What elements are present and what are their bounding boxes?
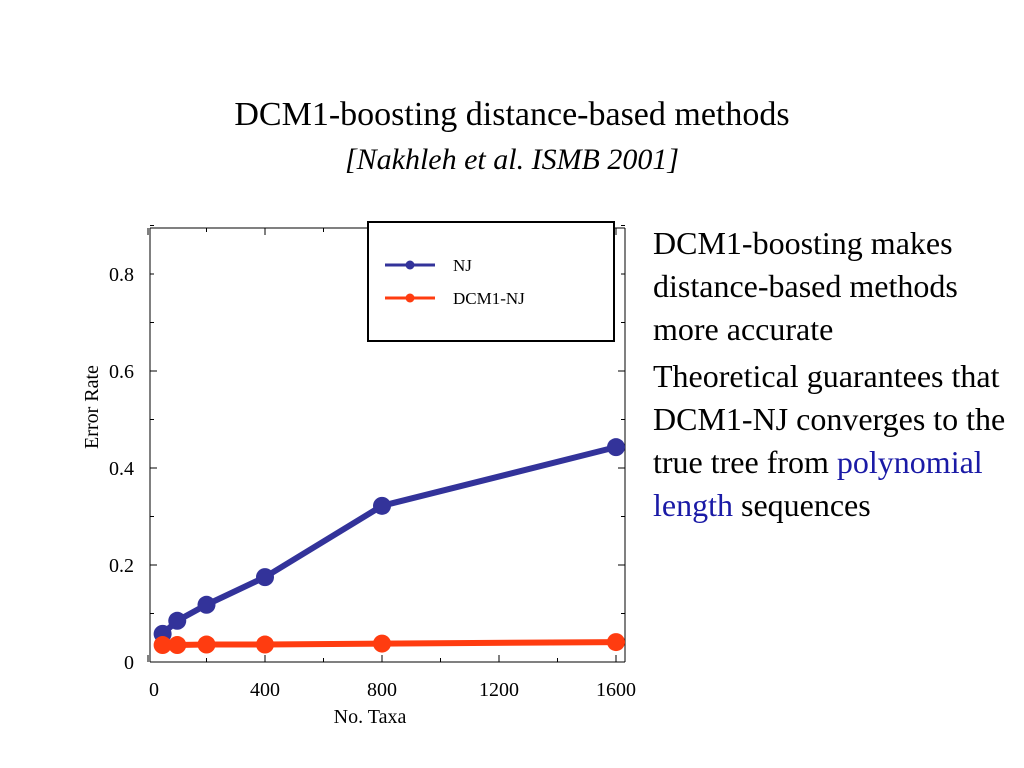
legend-box [367,221,615,342]
bullet-list: DCM1-boosting makes distance-based metho… [653,222,1013,527]
bullet-1: DCM1-boosting makes distance-based metho… [653,225,958,347]
bullet-2-highlight: polynomial length [653,444,983,523]
axis-ticks [147,225,625,663]
y-tick-label: 0.4 [109,458,134,480]
data-point-nj [607,438,625,457]
legend-swatch-marker [405,293,415,303]
bullet-2-text-end: sequences [740,487,871,523]
y-tick-label: 0.2 [109,555,134,577]
x-tick-label: 400 [250,679,280,701]
x-axis-label: No. Taxa [334,706,407,728]
x-tick-label: 800 [367,679,397,701]
series-lines [159,444,619,649]
slide-subtitle: [Nakhleh et al. ISMB 2001] [344,143,680,176]
series-points [153,438,625,655]
y-tick-label: 0.6 [109,361,134,383]
data-point-dcm1-nj [197,635,216,654]
bullet-2-text: Theoretical guarantees that DCM1-NJ conv… [653,358,1006,480]
data-point-nj [256,568,274,587]
data-point-dcm1-nj [168,636,187,655]
x-tick-label: 1200 [479,679,519,701]
legend-swatch-marker [405,260,415,270]
y-axis-label: Error Rate [81,365,103,449]
legend: NJ DCM1-NJ [367,221,615,342]
axis-labels: 0 0.2 0.4 0.6 0.8 0 400 800 1200 1600 No. Taxa Erro… [81,264,636,728]
data-point-dcm1-nj [153,636,172,655]
y-tick-label: 0.8 [109,264,134,286]
series-line-nj [159,444,619,637]
data-point-nj [168,611,187,630]
bullet-2: Theoretical guarantees that DCM1-NJ conv… [653,355,1013,527]
data-point-nj [197,595,216,614]
error-rate-chart: NJ DCM1-NJ 0 0.2 0.4 0.6 0.8 0 400 800 1200 1600 No… [81,221,636,728]
y-tick-label: 0 [124,652,134,674]
x-tick-label: 0 [149,679,159,701]
x-tick-label: 1600 [596,679,636,701]
legend-label: DCM1-NJ [453,289,525,308]
legend-label: NJ [453,256,472,275]
data-point-dcm1-nj [373,634,391,653]
slide-title: DCM1-boosting distance-based methods [234,96,790,133]
data-point-nj [373,496,391,515]
data-point-dcm1-nj [256,635,274,654]
data-point-dcm1-nj [607,633,625,652]
